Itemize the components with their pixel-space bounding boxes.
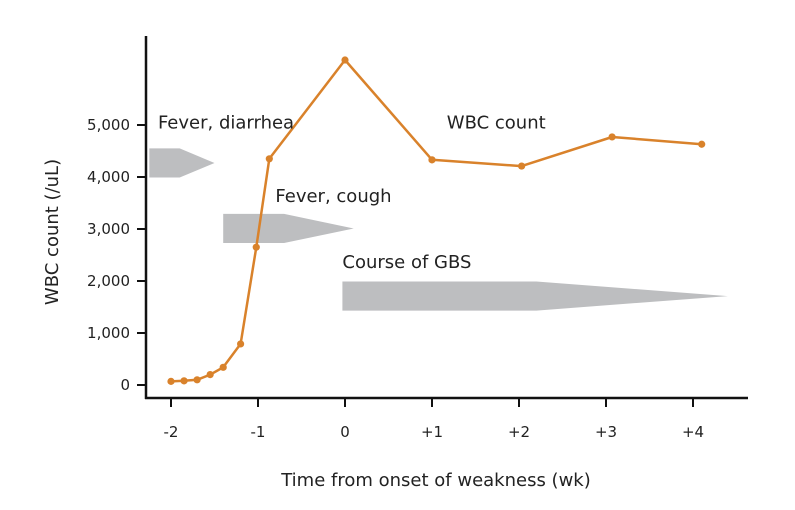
annotation-label-4: Course of GBS: [342, 252, 471, 273]
axes-layer: [144, 36, 748, 400]
data-point: [608, 133, 616, 141]
x-tick-label: +2: [508, 423, 530, 441]
data-point: [698, 140, 706, 148]
y-tick-label: 0: [120, 376, 130, 394]
data-point: [206, 371, 214, 379]
ticks-layer: 0 1,000 2,000 3,000 4,000 5,000 -2 -1 0 +1 +2 +3 +4: [87, 116, 704, 441]
y-tick-label: 4,000: [87, 168, 130, 186]
data-point: [180, 377, 188, 385]
data-point: [428, 156, 436, 164]
y-tick-label: 1,000: [87, 324, 130, 342]
x-tick-label: +1: [421, 423, 443, 441]
annotation-label-3: Fever, cough: [275, 186, 391, 207]
x-tick-label: 0: [340, 423, 350, 441]
x-axis-title: Time from onset of weakness (wk): [280, 470, 591, 491]
y-axis-title: WBC count (/uL): [42, 159, 63, 305]
data-point: [237, 340, 245, 348]
data-point: [193, 376, 201, 384]
annotation-bar-3: [223, 213, 354, 243]
data-point: [252, 243, 260, 251]
series-layer: [167, 56, 706, 385]
data-point: [265, 155, 273, 163]
x-tick-label: +3: [595, 423, 617, 441]
data-point: [167, 377, 175, 385]
annotation-label-1: WBC count: [447, 113, 546, 134]
data-point: [219, 363, 227, 371]
y-tick-label: 5,000: [87, 116, 130, 134]
annotation-label-2: Fever, diarrhea: [158, 113, 294, 134]
x-tick-label: -1: [251, 423, 266, 441]
data-point: [518, 162, 526, 170]
x-tick-label: +4: [682, 423, 704, 441]
y-tick-label: 2,000: [87, 272, 130, 290]
x-tick-label: -2: [164, 423, 179, 441]
y-tick-label: 3,000: [87, 220, 130, 238]
data-point: [341, 56, 349, 64]
annotation-bar-4: [342, 281, 728, 311]
bars-layer: [149, 148, 728, 311]
annotation-bar-2: [149, 148, 215, 178]
labels-layer: WBC count Fever, diarrhea Fever, cough Cour…: [158, 113, 546, 273]
